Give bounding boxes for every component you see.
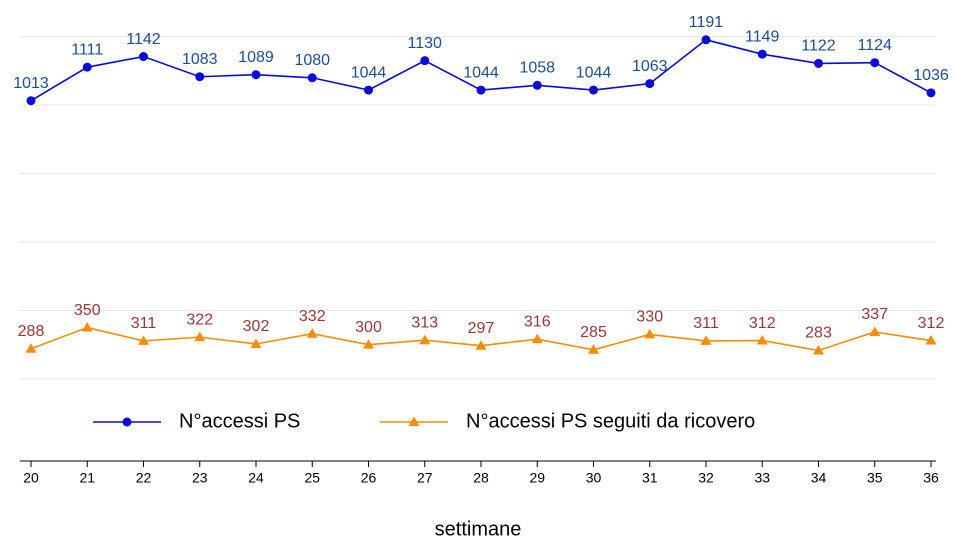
data-label: 313 — [411, 314, 438, 331]
data-label: 1036 — [913, 67, 949, 84]
data-label: 1124 — [858, 37, 893, 54]
data-label: 283 — [805, 325, 832, 342]
x-tick-label: 30 — [586, 470, 602, 486]
point — [926, 88, 936, 98]
data-label: 1080 — [294, 52, 330, 69]
data-label: 1044 — [576, 64, 612, 81]
point — [195, 72, 205, 82]
point — [138, 335, 149, 345]
x-axis-title: settimane — [435, 518, 522, 540]
x-tick-label: 33 — [754, 470, 770, 486]
point — [701, 35, 711, 45]
point — [925, 335, 937, 345]
data-label: 297 — [468, 320, 495, 337]
point — [363, 339, 374, 349]
x-tick-label: 27 — [417, 470, 433, 486]
data-label: 311 — [693, 315, 719, 332]
x-tick-label: 36 — [923, 470, 939, 486]
data-label: 1058 — [519, 60, 555, 77]
x-tick-label: 21 — [79, 470, 95, 486]
legend-label: N°accessi PS seguiti da ricovero — [466, 410, 755, 432]
legend-marker — [122, 417, 132, 427]
point — [870, 58, 880, 68]
data-label: 311 — [131, 315, 157, 332]
x-tick-label: 25 — [304, 470, 320, 486]
point — [589, 85, 598, 95]
data-label: 1149 — [745, 28, 780, 45]
x-tick-label: 26 — [361, 470, 377, 486]
point — [250, 338, 262, 348]
data-label: 1111 — [71, 41, 103, 58]
data-label: 300 — [355, 319, 382, 336]
point — [307, 73, 317, 83]
point — [757, 49, 767, 59]
data-label: 322 — [186, 311, 213, 328]
point — [251, 70, 261, 80]
point — [139, 52, 148, 62]
data-label: 1083 — [182, 51, 218, 68]
point — [814, 58, 823, 68]
x-tick-label: 34 — [811, 470, 827, 486]
point — [532, 80, 542, 90]
data-label: 316 — [524, 313, 551, 330]
data-label: 1089 — [238, 49, 274, 66]
data-label: 1142 — [126, 31, 161, 48]
data-label: 312 — [918, 315, 945, 332]
point — [700, 335, 712, 345]
x-tick-label: 22 — [136, 470, 152, 486]
data-label: 1191 — [689, 14, 724, 31]
x-tick-label: 23 — [192, 470, 208, 486]
point — [25, 343, 37, 353]
data-label: 285 — [580, 324, 607, 341]
data-label: 1122 — [801, 38, 836, 55]
point — [756, 335, 768, 345]
data-label: 1130 — [408, 35, 443, 52]
point — [588, 344, 599, 354]
point — [644, 328, 656, 339]
point — [420, 56, 430, 66]
point — [26, 96, 36, 106]
point — [419, 334, 431, 345]
data-label: 288 — [18, 323, 45, 340]
point — [194, 331, 206, 342]
data-label: 312 — [749, 315, 776, 332]
point — [869, 326, 881, 337]
point — [364, 85, 373, 95]
point — [531, 333, 543, 344]
x-tick-label: 20 — [23, 470, 39, 486]
data-label: 332 — [299, 308, 326, 325]
point — [475, 340, 487, 350]
legend-label: N°accessi PS — [179, 410, 300, 432]
x-tick-label: 28 — [473, 470, 489, 486]
data-label: 1044 — [463, 64, 499, 81]
x-tick-label: 29 — [529, 470, 545, 486]
point — [306, 328, 318, 338]
data-label: 1013 — [13, 75, 49, 92]
point — [81, 322, 93, 332]
point — [645, 79, 655, 89]
data-label: 302 — [243, 318, 270, 335]
x-tick-label: 24 — [248, 470, 264, 486]
x-tick-label: 32 — [698, 470, 714, 486]
point — [813, 344, 824, 355]
x-tick-label: 31 — [642, 470, 658, 486]
data-label: 350 — [74, 302, 101, 319]
point — [82, 62, 92, 72]
point — [476, 85, 486, 95]
data-label: 330 — [636, 309, 663, 326]
data-label: 1063 — [632, 58, 668, 75]
x-tick-label: 35 — [867, 470, 883, 486]
legend-marker — [408, 416, 420, 426]
data-label: 1044 — [351, 64, 387, 81]
data-label: 337 — [861, 306, 888, 323]
